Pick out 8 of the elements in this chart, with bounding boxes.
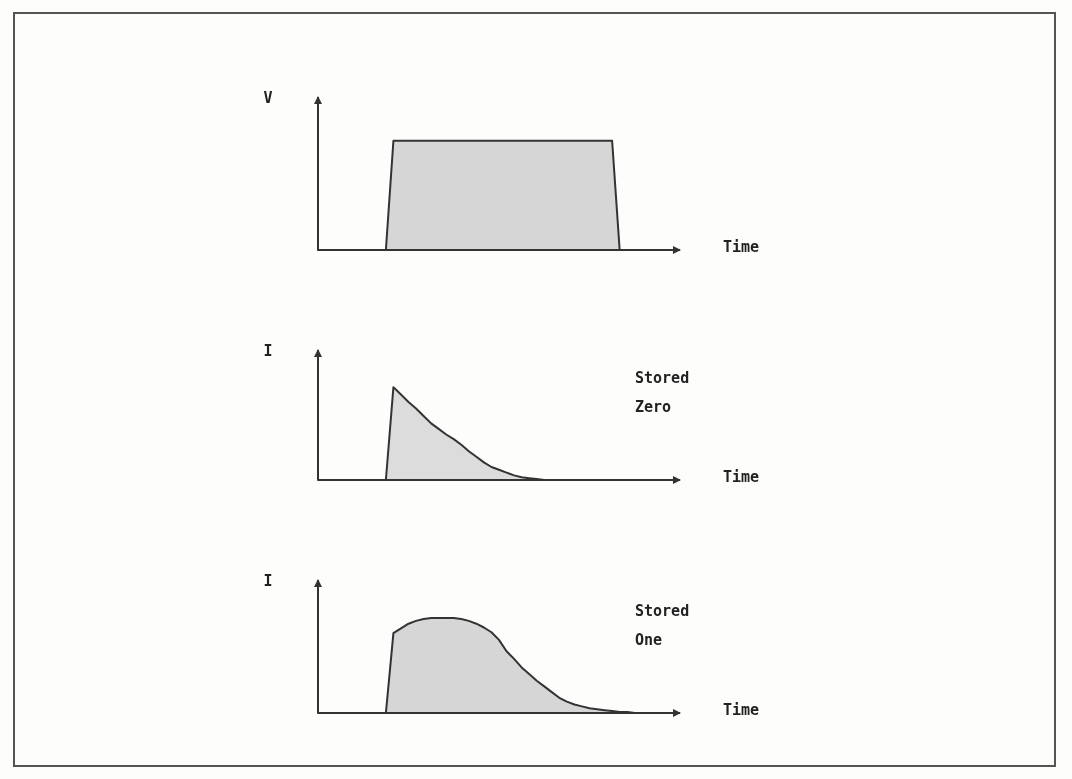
- x-axis-title: Time: [723, 467, 760, 486]
- annotation: Stored One: [635, 601, 690, 649]
- annotation: Stored Zero: [635, 368, 690, 416]
- y-axis-title: I: [263, 571, 273, 590]
- y-axis-title: V: [263, 88, 273, 107]
- x-axis-title: Time: [723, 237, 760, 256]
- x-axis-title: Time: [723, 700, 760, 719]
- y-axis-title: I: [263, 341, 273, 360]
